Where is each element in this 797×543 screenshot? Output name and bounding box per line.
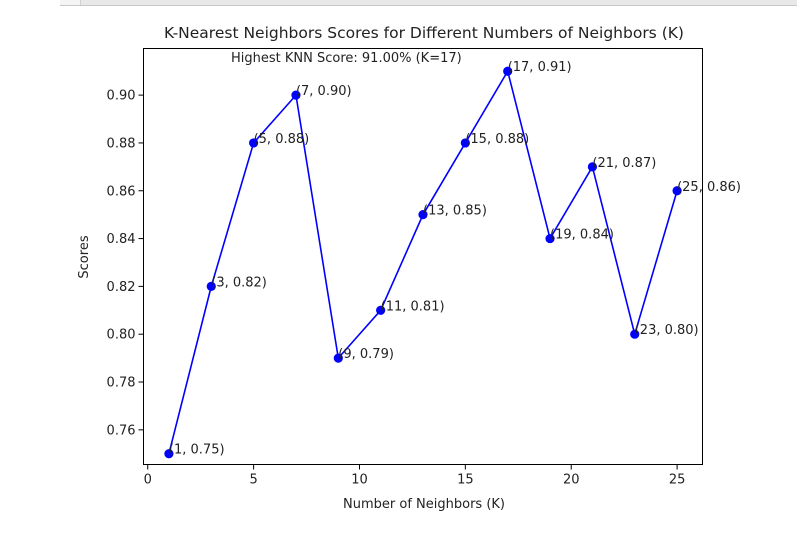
data-point: [418, 210, 428, 220]
data-point-label: (1, 0.75): [169, 443, 225, 458]
y-tick-label: 0.86: [107, 184, 136, 199]
strip-corner: [60, 0, 81, 5]
data-point: [333, 353, 343, 363]
x-tick-label: 25: [669, 473, 686, 488]
y-tick-label: 0.80: [107, 328, 136, 343]
data-point: [503, 66, 513, 76]
x-axis-label: Number of Neighbors (K): [343, 497, 505, 512]
data-point: [545, 233, 555, 244]
data-point: [206, 281, 216, 291]
y-tick-label: 0.90: [107, 89, 136, 104]
data-point: [672, 186, 682, 196]
data-point-label: (15, 0.88): [465, 132, 529, 147]
series-layer: [164, 66, 682, 459]
data-point: [460, 138, 470, 148]
y-axis-ticks: 0.76 0.78 0.80 0.82 0.84 0.86 0.88 0.90: [107, 89, 144, 438]
data-point: [291, 90, 301, 100]
data-point-label: (19, 0.84): [550, 228, 614, 243]
data-point: [376, 305, 386, 315]
data-point-label: (25, 0.86): [677, 180, 741, 195]
plot-area-frame: [143, 48, 703, 465]
data-point-label: (5, 0.88): [254, 132, 310, 147]
data-point-label: (9, 0.79): [338, 347, 394, 362]
data-point-label: (11, 0.81): [381, 299, 445, 314]
y-tick-label: 0.84: [107, 232, 136, 247]
y-tick-label: 0.76: [107, 423, 136, 438]
data-point: [587, 162, 597, 172]
x-tick-label: 20: [563, 473, 580, 488]
scroll-strip: [60, 0, 797, 6]
data-point: [249, 138, 259, 148]
data-point-label: (7, 0.90): [296, 84, 352, 99]
window-top-strip: [0, 0, 797, 8]
data-point-label: (13, 0.85): [423, 204, 487, 219]
point-labels-layer: (1, 0.75) (3, 0.82) (5, 0.88) (7, 0.90) (9, …: [169, 60, 741, 458]
x-tick-label: 5: [249, 473, 257, 488]
data-point-label: (3, 0.82): [211, 275, 267, 290]
chart-title: K-Nearest Neighbors Scores for Different…: [164, 24, 684, 42]
y-tick-label: 0.78: [107, 376, 136, 391]
data-point-label: (21, 0.87): [592, 156, 656, 171]
highest-score-annotation: Highest KNN Score: 91.00% (K=17): [231, 51, 462, 66]
y-tick-label: 0.82: [107, 280, 136, 295]
x-tick-label: 10: [351, 473, 368, 488]
data-point: [630, 329, 640, 339]
data-point-label: (23, 0.80): [635, 323, 699, 338]
y-tick-label: 0.88: [107, 136, 136, 151]
x-axis-ticks: 0 5 10 15 20 25: [144, 464, 686, 488]
data-point: [164, 449, 174, 459]
x-tick-label: 0: [144, 473, 152, 488]
x-tick-label: 15: [457, 473, 474, 488]
y-axis-label: Scores: [77, 235, 92, 278]
data-point-label: (17, 0.91): [508, 60, 572, 75]
score-line: [168, 69, 678, 454]
